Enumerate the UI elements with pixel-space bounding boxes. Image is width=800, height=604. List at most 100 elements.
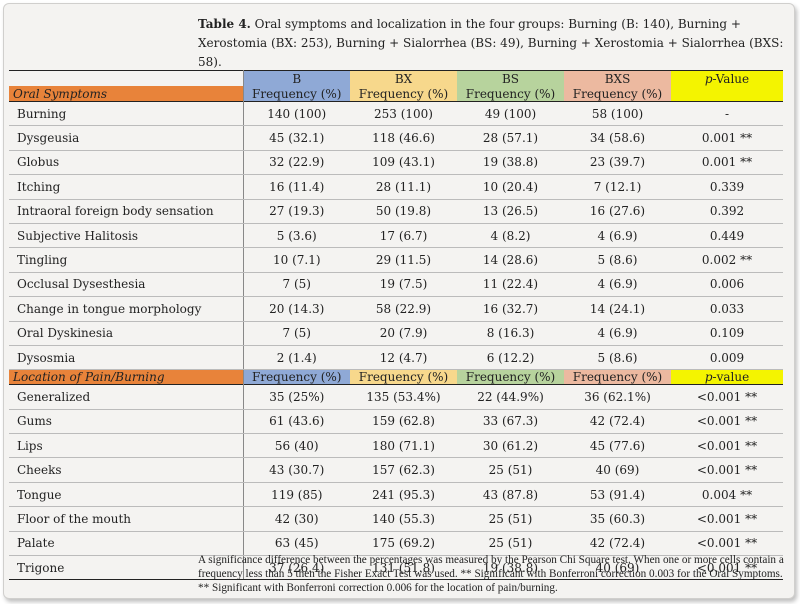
cell-p: 0.001 ** (671, 150, 783, 176)
cell-p: 0.449 (671, 223, 783, 249)
header-blank (9, 71, 243, 87)
table-row: Trigone 37 (26.4) 131 (51.8) 19 (38.8) 40 (6… (9, 555, 783, 581)
row-label: Tongue (9, 482, 243, 508)
cell-bxs: 4 (6.9) (564, 223, 671, 249)
row-label: Occlusal Dysesthesia (9, 272, 243, 298)
cell-p: 0.006 (671, 272, 783, 298)
cell-bxs: 7 (12.1) (564, 174, 671, 200)
pvalue-header-2: p-value (671, 369, 783, 385)
row-label: Burning (9, 101, 243, 127)
table-row: Gums 61 (43.6) 159 (62.8) 33 (67.3) 42 (72.4… (9, 409, 783, 435)
table-row: Generalized 35 (25%) 135 (53.4%) 22 (44.9%)… (9, 384, 783, 410)
cell-bx: 58 (22.9) (350, 296, 457, 322)
cell-b: 32 (22.9) (242, 150, 350, 176)
pvalue-header-blank (671, 86, 783, 102)
cell-bs: 25 (51) (457, 457, 564, 483)
cell-bs: 22 (44.9%) (457, 384, 564, 410)
cell-bx: 109 (43.1) (350, 150, 457, 176)
cell-bx: 180 (71.1) (350, 433, 457, 459)
cell-bxs: 4 (6.9) (564, 272, 671, 298)
cell-b: 63 (45) (242, 531, 350, 557)
cell-bs: 16 (32.7) (457, 296, 564, 322)
table-row: Occlusal Dysesthesia 7 (5) 19 (7.5) 11 (22.… (9, 272, 783, 298)
row-label: Itching (9, 174, 243, 200)
table-row: Dysosmia 2 (1.4) 12 (4.7) 6 (12.2) 5 (8.6) 0.… (9, 345, 783, 371)
group-header-bxs: BXS (564, 70, 671, 86)
cell-bs: 28 (57.1) (457, 125, 564, 151)
cell-b: 45 (32.1) (242, 125, 350, 151)
cell-bxs: 42 (72.4) (564, 531, 671, 557)
group-header-row: B BX BS BXS p-Value (9, 70, 783, 87)
cell-b: 140 (100) (242, 101, 350, 127)
cell-bs: 43 (87.8) (457, 482, 564, 508)
cell-p: 0.033 (671, 296, 783, 322)
table-row: Change in tongue morphology 20 (14.3) 58 (… (9, 296, 783, 322)
cell-bs: 49 (100) (457, 101, 564, 127)
cell-bs: 30 (61.2) (457, 433, 564, 459)
cell-bxs: 40 (69) (564, 457, 671, 483)
row-label: Oral Dyskinesia (9, 321, 243, 346)
freq-header-bx: Frequency (%) (350, 86, 457, 102)
cell-p: <0.001 ** (671, 384, 783, 410)
table-row: Itching 16 (11.4) 28 (11.1) 10 (20.4) 7 (12.… (9, 174, 783, 200)
cell-p: <0.001 ** (671, 409, 783, 435)
freq-header-b: Frequency (%) (242, 369, 350, 385)
cell-bs: 10 (20.4) (457, 174, 564, 200)
cell-b: 35 (25%) (242, 384, 350, 410)
cell-bxs: 58 (100) (564, 101, 671, 127)
table-row: Tongue 119 (85) 241 (95.3) 43 (87.8) 53 (91.… (9, 482, 783, 508)
freq-header-bs: Frequency (%) (457, 86, 564, 102)
cell-bx: 241 (95.3) (350, 482, 457, 508)
table-row: Globus 32 (22.9) 109 (43.1) 19 (38.8) 23 (39… (9, 150, 783, 176)
table-row: Lips 56 (40) 180 (71.1) 30 (61.2) 45 (77.6) <… (9, 433, 783, 459)
cell-bs: 8 (16.3) (457, 321, 564, 346)
cell-bx: 20 (7.9) (350, 321, 457, 346)
row-label: Cheeks (9, 457, 243, 483)
cell-bs: 25 (51) (457, 531, 564, 557)
cell-p: 0.109 (671, 321, 783, 346)
group-header-b: B (242, 70, 350, 86)
cell-b: 27 (19.3) (242, 199, 350, 224)
table-row: Palate 63 (45) 175 (69.2) 25 (51) 42 (72.4) <… (9, 531, 783, 557)
table-caption: Table 4. Oral symptoms and localization … (198, 15, 788, 72)
table-row: Cheeks 43 (30.7) 157 (62.3) 25 (51) 40 (69) <… (9, 457, 783, 483)
row-label: Dysosmia (9, 345, 243, 371)
cell-bs: 11 (22.4) (457, 272, 564, 298)
section-header-location: Location of Pain/Burning Frequency (%) Fre… (9, 369, 783, 385)
cell-p: 0.009 (671, 345, 783, 371)
table-row: Intraoral foreign body sensation 27 (19.3… (9, 199, 783, 224)
cell-bxs: 16 (27.6) (564, 199, 671, 224)
row-label: Generalized (9, 384, 243, 410)
cell-bx: 19 (7.5) (350, 272, 457, 298)
freq-header-b: Frequency (%) (242, 86, 350, 102)
row-label: Palate (9, 531, 243, 557)
cell-b: 119 (85) (242, 482, 350, 508)
cell-p: - (671, 101, 783, 127)
cell-b: 61 (43.6) (242, 409, 350, 435)
cell-b: 20 (14.3) (242, 296, 350, 322)
cell-b: 2 (1.4) (242, 345, 350, 371)
cell-bxs: 34 (58.6) (564, 125, 671, 151)
table-row: Dysgeusia 45 (32.1) 118 (46.6) 28 (57.1) 34 … (9, 125, 783, 151)
row-label: Trigone (9, 555, 243, 581)
cell-bx: 131 (51.8) (350, 555, 457, 581)
cell-p: 0.001 ** (671, 125, 783, 151)
row-label: Globus (9, 150, 243, 176)
group-header-bx: BX (350, 70, 457, 86)
cell-bx: 253 (100) (350, 101, 457, 127)
row-label: Subjective Halitosis (9, 223, 243, 249)
cell-b: 16 (11.4) (242, 174, 350, 200)
cell-bxs: 35 (60.3) (564, 506, 671, 532)
section-title-symptoms: Oral Symptoms (9, 86, 243, 102)
row-label: Intraoral foreign body sensation (9, 199, 243, 224)
cell-p: <0.001 ** (671, 457, 783, 483)
table-footnote: A significance difference between the pe… (198, 554, 784, 594)
cell-b: 7 (5) (242, 321, 350, 346)
group-header-bs: BS (457, 70, 564, 86)
cell-p: 0.339 (671, 174, 783, 200)
cell-bx: 135 (53.4%) (350, 384, 457, 410)
cell-bxs: 14 (24.1) (564, 296, 671, 322)
table-row: Floor of the mouth 42 (30) 140 (55.3) 25 (5… (9, 506, 783, 532)
row-label: Change in tongue morphology (9, 296, 243, 322)
table-caption-label: Table 4. (198, 17, 251, 31)
